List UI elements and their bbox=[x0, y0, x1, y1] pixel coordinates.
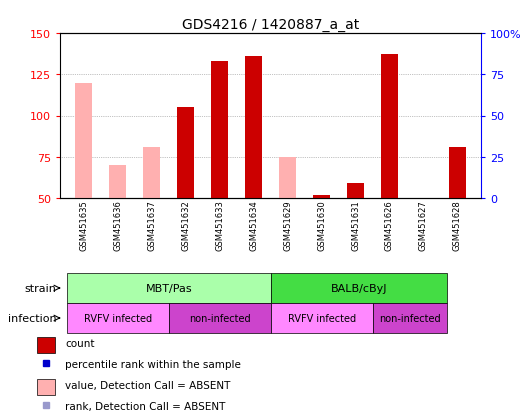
Bar bbox=[381, 55, 398, 199]
Text: RVFV infected: RVFV infected bbox=[288, 313, 356, 323]
Text: RVFV infected: RVFV infected bbox=[84, 313, 152, 323]
Text: non-infected: non-infected bbox=[189, 313, 251, 323]
Bar bbox=[279, 157, 296, 199]
Bar bbox=[37, 379, 55, 395]
Text: strain: strain bbox=[25, 283, 57, 293]
Bar bbox=[67, 303, 169, 333]
Text: count: count bbox=[65, 339, 95, 349]
Bar bbox=[67, 273, 271, 303]
Title: GDS4216 / 1420887_a_at: GDS4216 / 1420887_a_at bbox=[182, 17, 359, 31]
Text: rank, Detection Call = ABSENT: rank, Detection Call = ABSENT bbox=[65, 401, 226, 411]
Text: BALB/cByJ: BALB/cByJ bbox=[331, 283, 387, 293]
Text: value, Detection Call = ABSENT: value, Detection Call = ABSENT bbox=[65, 380, 231, 390]
Text: MBT/Pas: MBT/Pas bbox=[145, 283, 192, 293]
Bar bbox=[143, 147, 161, 199]
Bar bbox=[271, 273, 447, 303]
Bar bbox=[169, 303, 271, 333]
Bar bbox=[177, 108, 194, 199]
Bar bbox=[109, 166, 127, 199]
Bar bbox=[211, 62, 228, 199]
Bar bbox=[372, 303, 447, 333]
Bar bbox=[37, 337, 55, 353]
Bar bbox=[271, 303, 372, 333]
Bar bbox=[449, 147, 466, 199]
Bar bbox=[347, 184, 364, 199]
Bar bbox=[313, 195, 330, 199]
Text: infection: infection bbox=[8, 313, 57, 323]
Text: non-infected: non-infected bbox=[379, 313, 441, 323]
Bar bbox=[245, 57, 262, 199]
Text: percentile rank within the sample: percentile rank within the sample bbox=[65, 359, 241, 369]
Bar bbox=[75, 83, 93, 199]
